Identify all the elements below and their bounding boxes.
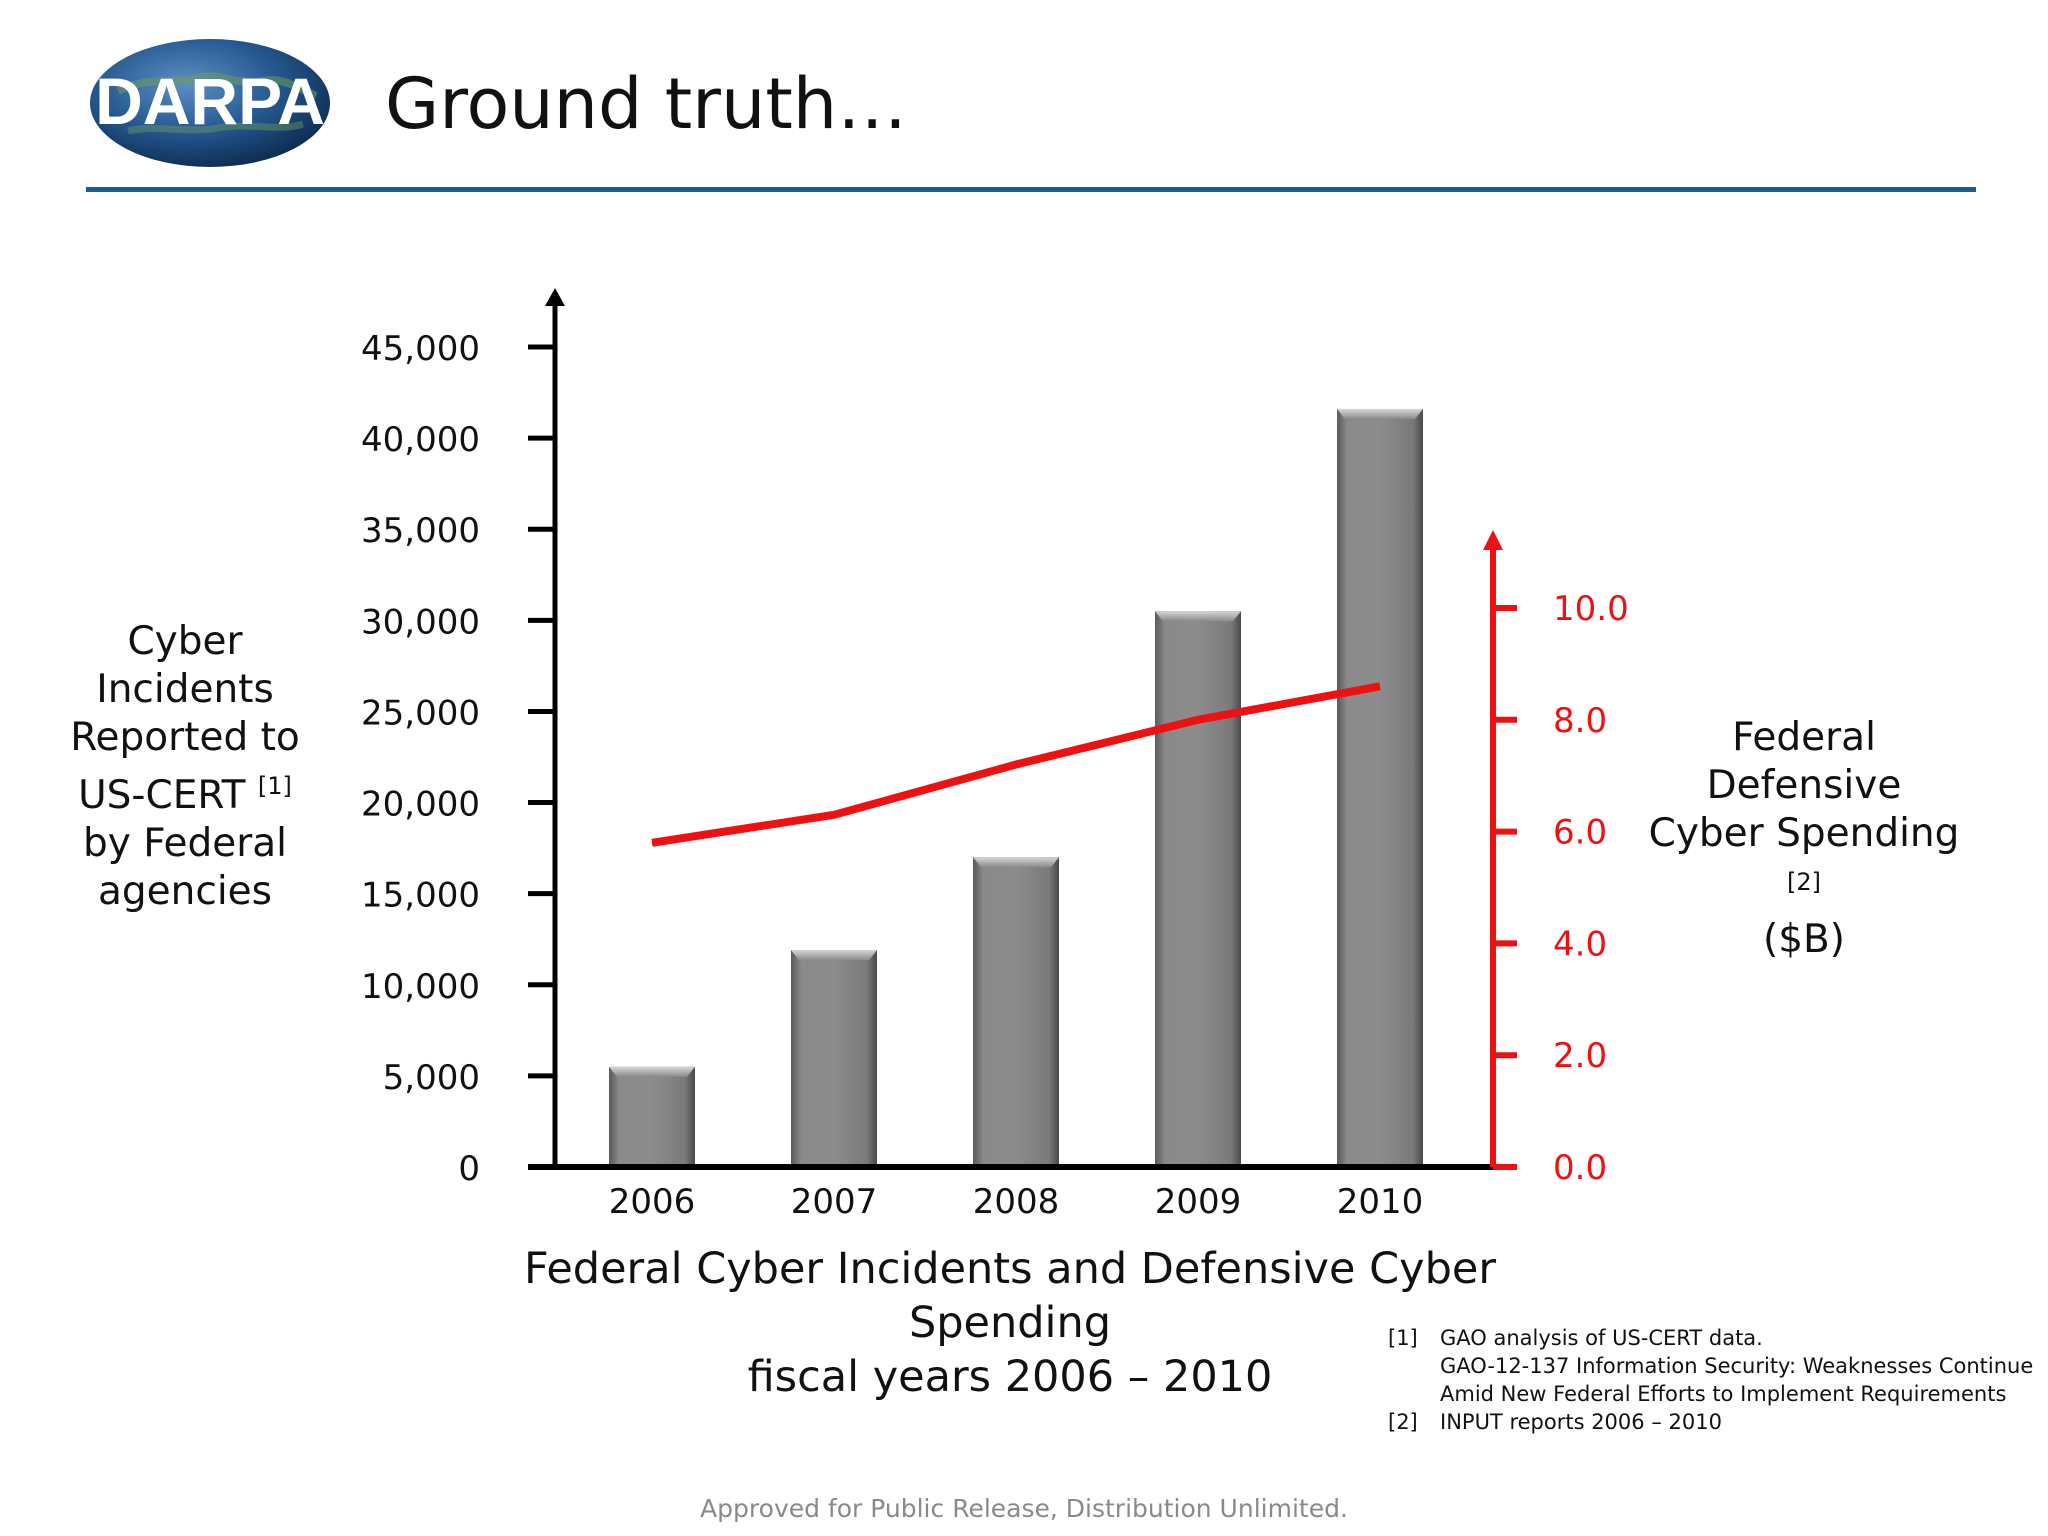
left-axis-tick-label: 10,000	[361, 967, 480, 1007]
bar-top-bevel-2008	[973, 857, 1059, 868]
slide-title: Ground truth…	[385, 63, 908, 145]
x-axis-tick-label: 2007	[791, 1182, 878, 1222]
right-axis-tick-label: 6.0	[1553, 813, 1607, 853]
footnote-2-number: [2]	[1388, 1410, 1418, 1434]
bar-2007	[791, 950, 877, 1167]
chart-title: Federal Cyber Incidents and Defensive Cy…	[523, 1244, 1497, 1348]
bar-2010	[1337, 408, 1423, 1167]
right-axis-tick-label: 10.0	[1553, 589, 1629, 629]
footnote-1-number: [1]	[1388, 1326, 1418, 1350]
left-axis-tick-label: 20,000	[361, 785, 480, 825]
bar-top-bevel-2009	[1155, 611, 1241, 622]
chart-caption: Federal Cyber Incidents and Defensive Cy…	[440, 1242, 1580, 1404]
chart-subtitle: fiscal years 2006 – 2010	[747, 1352, 1273, 1402]
bar-2009	[1155, 611, 1241, 1167]
left-axis-tick-label: 15,000	[361, 876, 480, 916]
footnote-1-line-2: GAO-12-137 Information Security: Weaknes…	[1440, 1354, 2034, 1378]
left-axis-tick-label: 35,000	[361, 511, 480, 551]
right-axis-title: Federal Defensive Cyber Spending [2] ($B…	[1636, 714, 1972, 964]
footnote-1-text: GAO analysis of US-CERT data. GAO-12-137…	[1440, 1324, 2048, 1408]
left-axis-arrow	[545, 288, 565, 306]
x-axis-tick-label: 2009	[1155, 1182, 1242, 1222]
left-axis-title-line-3-text: US-CERT	[78, 773, 246, 818]
left-axis-title-line-5: agencies	[98, 869, 272, 914]
footnotes: [1] GAO analysis of US-CERT data. GAO-12…	[1388, 1324, 2048, 1436]
bar-top-bevel-2007	[791, 950, 877, 961]
right-axis-tick-label: 8.0	[1553, 701, 1607, 741]
right-axis-tick-label: 4.0	[1553, 924, 1607, 964]
x-axis-tick-label: 2008	[973, 1182, 1060, 1222]
left-axis-title: Cyber Incidents Reported to US-CERT [1] …	[40, 618, 330, 916]
left-axis-footnote-ref: [1]	[257, 772, 292, 800]
left-axis-title-line-3: US-CERT [1]	[40, 762, 330, 820]
right-axis-title-line-2: Cyber Spending [2]	[1636, 810, 1972, 916]
x-axis-tick-label: 2006	[609, 1182, 696, 1222]
footnote-1-line-3: Amid New Federal Efforts to Implement Re…	[1440, 1382, 2007, 1406]
left-axis-tick-label: 30,000	[361, 602, 480, 642]
footnote-2-line-1: INPUT reports 2006 – 2010	[1440, 1410, 1722, 1434]
footnote-2-text: INPUT reports 2006 – 2010	[1440, 1408, 2048, 1436]
bar-2008	[973, 857, 1059, 1167]
left-axis-tick-label: 25,000	[361, 693, 480, 733]
left-axis-title-line-4: by Federal	[82, 821, 288, 866]
title-divider	[86, 187, 1976, 192]
footnote-1: [1] GAO analysis of US-CERT data. GAO-12…	[1388, 1324, 2048, 1408]
logo-text: DARPA	[95, 64, 325, 138]
left-axis-title-line-1: Cyber Incidents	[96, 619, 274, 712]
right-axis-title-line-2-text: Cyber Spending	[1648, 811, 1960, 856]
left-axis-title-line-2: Reported to	[70, 715, 300, 760]
right-axis-title-line-1: Federal Defensive	[1706, 715, 1902, 808]
darpa-logo: DARPA	[88, 36, 332, 170]
footnote-2: [2] INPUT reports 2006 – 2010	[1388, 1408, 2048, 1436]
left-axis-tick-label: 5,000	[383, 1058, 480, 1098]
left-axis-tick-label: 40,000	[361, 420, 480, 460]
bar-top-bevel-2010	[1337, 408, 1423, 419]
right-axis-footnote-ref: [2]	[1787, 868, 1821, 896]
right-axis-arrow	[1483, 530, 1503, 550]
left-axis-tick-label: 0	[458, 1149, 480, 1189]
x-axis-tick-label: 2010	[1337, 1182, 1424, 1222]
footnote-1-line-1: GAO analysis of US-CERT data.	[1440, 1326, 1763, 1350]
bar-2006	[609, 1066, 695, 1167]
left-axis-tick-label: 45,000	[361, 329, 480, 369]
release-footer: Approved for Public Release, Distributio…	[700, 1494, 1348, 1523]
bar-top-bevel-2006	[609, 1066, 695, 1077]
right-axis-title-line-3: ($B)	[1763, 917, 1845, 962]
right-axis-tick-label: 2.0	[1553, 1036, 1607, 1076]
right-axis-tick-label: 0.0	[1553, 1148, 1607, 1188]
